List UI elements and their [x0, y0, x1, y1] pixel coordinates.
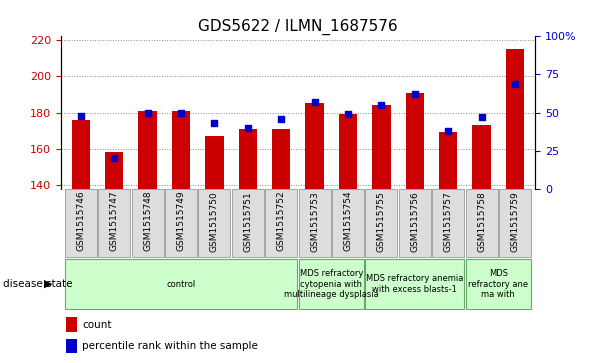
- Text: GSM1515753: GSM1515753: [310, 191, 319, 252]
- Bar: [72, 120, 90, 189]
- Point: [309, 99, 319, 105]
- Point: [410, 91, 420, 97]
- Bar: [105, 152, 123, 189]
- Bar: [506, 49, 524, 189]
- Bar: [339, 114, 358, 189]
- Bar: [66, 317, 77, 332]
- FancyBboxPatch shape: [131, 189, 164, 257]
- Text: GSM1515749: GSM1515749: [176, 191, 185, 252]
- Text: GSM1515751: GSM1515751: [243, 191, 252, 252]
- FancyBboxPatch shape: [98, 189, 130, 257]
- Text: percentile rank within the sample: percentile rank within the sample: [82, 341, 258, 351]
- Text: GSM1515752: GSM1515752: [277, 191, 286, 252]
- Point: [176, 110, 186, 115]
- FancyBboxPatch shape: [466, 189, 497, 257]
- Text: GSM1515759: GSM1515759: [511, 191, 519, 252]
- Bar: [406, 93, 424, 189]
- FancyBboxPatch shape: [198, 189, 230, 257]
- FancyBboxPatch shape: [466, 259, 531, 309]
- Point: [477, 114, 486, 120]
- FancyBboxPatch shape: [65, 189, 97, 257]
- Text: MDS refractory anemia
with excess blasts-1: MDS refractory anemia with excess blasts…: [366, 274, 463, 294]
- Point: [277, 116, 286, 122]
- Bar: [472, 125, 491, 189]
- Text: GSM1515755: GSM1515755: [377, 191, 386, 252]
- Text: count: count: [82, 319, 112, 330]
- Point: [510, 81, 520, 86]
- Point: [210, 120, 219, 126]
- Text: GSM1515757: GSM1515757: [444, 191, 453, 252]
- Text: MDS refractory
cytopenia with
multilineage dysplasia: MDS refractory cytopenia with multilinea…: [284, 269, 379, 299]
- Bar: [206, 136, 224, 189]
- Point: [443, 128, 453, 134]
- Point: [376, 102, 386, 108]
- FancyBboxPatch shape: [365, 189, 398, 257]
- FancyBboxPatch shape: [332, 189, 364, 257]
- Text: GSM1515746: GSM1515746: [77, 191, 85, 252]
- FancyBboxPatch shape: [432, 189, 465, 257]
- Bar: [172, 111, 190, 189]
- Text: ▶: ▶: [44, 279, 53, 289]
- Text: GSM1515748: GSM1515748: [143, 191, 152, 252]
- FancyBboxPatch shape: [165, 189, 197, 257]
- FancyBboxPatch shape: [499, 189, 531, 257]
- Text: GSM1515754: GSM1515754: [344, 191, 353, 252]
- FancyBboxPatch shape: [365, 259, 465, 309]
- Bar: [372, 105, 390, 189]
- FancyBboxPatch shape: [299, 189, 331, 257]
- Bar: [238, 129, 257, 189]
- Text: GSM1515758: GSM1515758: [477, 191, 486, 252]
- Text: GSM1515750: GSM1515750: [210, 191, 219, 252]
- Bar: [66, 339, 77, 353]
- Text: MDS
refractory ane
ma with: MDS refractory ane ma with: [468, 269, 528, 299]
- FancyBboxPatch shape: [299, 259, 364, 309]
- Point: [243, 125, 253, 131]
- Bar: [439, 132, 457, 189]
- Text: GSM1515747: GSM1515747: [109, 191, 119, 252]
- Text: GSM1515756: GSM1515756: [410, 191, 420, 252]
- Text: control: control: [167, 280, 196, 289]
- Bar: [139, 111, 157, 189]
- FancyBboxPatch shape: [265, 189, 297, 257]
- Point: [76, 113, 86, 118]
- Point: [109, 155, 119, 161]
- FancyBboxPatch shape: [65, 259, 297, 309]
- Point: [143, 110, 153, 115]
- Bar: [272, 129, 291, 189]
- Point: [343, 111, 353, 117]
- Bar: [305, 103, 324, 189]
- FancyBboxPatch shape: [399, 189, 431, 257]
- Text: disease state: disease state: [3, 279, 72, 289]
- Title: GDS5622 / ILMN_1687576: GDS5622 / ILMN_1687576: [198, 19, 398, 35]
- FancyBboxPatch shape: [232, 189, 264, 257]
